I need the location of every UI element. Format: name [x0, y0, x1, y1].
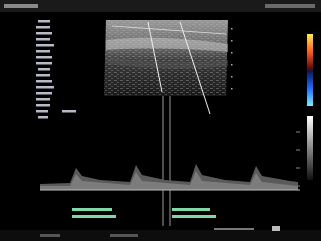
parameter-list	[36, 20, 76, 119]
measurement-readout	[72, 208, 216, 218]
b-mode-image	[104, 20, 228, 114]
velocity-scale	[296, 132, 300, 186]
ultrasound-screen	[0, 0, 321, 241]
depth-scale	[231, 28, 233, 90]
top-bar-text	[4, 4, 38, 8]
scroll-indicator	[214, 228, 254, 230]
color-bar	[307, 34, 313, 106]
bottom-bar-text	[40, 234, 60, 237]
gray-bar	[307, 116, 313, 180]
scroll-thumb	[272, 226, 280, 231]
bottom-bar-text	[110, 234, 138, 237]
page	[0, 0, 321, 241]
top-bar-text	[265, 4, 315, 8]
